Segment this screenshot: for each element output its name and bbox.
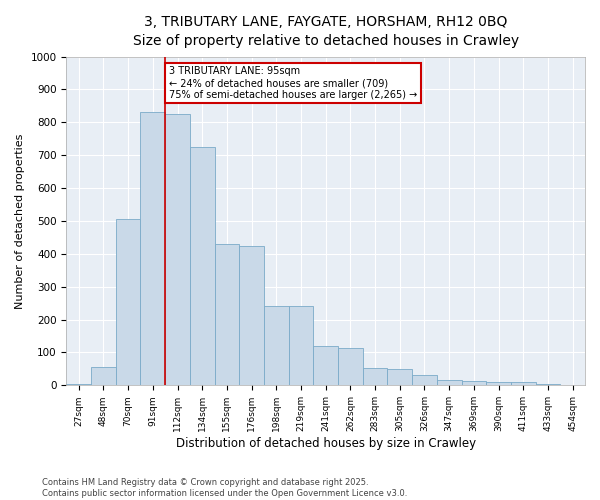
Text: Contains HM Land Registry data © Crown copyright and database right 2025.
Contai: Contains HM Land Registry data © Crown c… xyxy=(42,478,407,498)
Bar xyxy=(437,380,461,386)
Bar xyxy=(190,147,215,386)
Bar xyxy=(363,368,388,386)
Bar xyxy=(486,382,511,386)
Bar xyxy=(412,376,437,386)
Bar xyxy=(511,382,536,386)
Bar xyxy=(461,382,486,386)
Bar xyxy=(165,114,190,386)
Bar xyxy=(313,346,338,386)
Bar xyxy=(67,384,91,386)
Bar xyxy=(264,306,289,386)
Y-axis label: Number of detached properties: Number of detached properties xyxy=(15,134,25,308)
Bar xyxy=(289,306,313,386)
Bar xyxy=(388,369,412,386)
Bar xyxy=(239,246,264,386)
Bar xyxy=(140,112,165,386)
Bar xyxy=(338,348,363,386)
X-axis label: Distribution of detached houses by size in Crawley: Distribution of detached houses by size … xyxy=(176,437,476,450)
Bar xyxy=(215,244,239,386)
Title: 3, TRIBUTARY LANE, FAYGATE, HORSHAM, RH12 0BQ
Size of property relative to detac: 3, TRIBUTARY LANE, FAYGATE, HORSHAM, RH1… xyxy=(133,15,519,48)
Bar xyxy=(116,220,140,386)
Bar xyxy=(91,366,116,386)
Bar xyxy=(560,384,585,386)
Text: 3 TRIBUTARY LANE: 95sqm
← 24% of detached houses are smaller (709)
75% of semi-d: 3 TRIBUTARY LANE: 95sqm ← 24% of detache… xyxy=(169,66,417,100)
Bar xyxy=(536,384,560,386)
